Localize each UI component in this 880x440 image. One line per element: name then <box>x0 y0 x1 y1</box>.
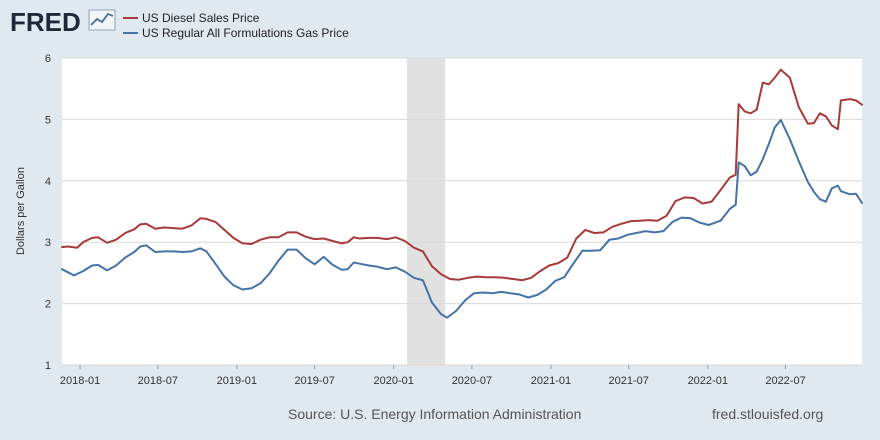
legend-item-gas[interactable]: US Regular All Formulations Gas Price <box>123 26 349 40</box>
x-tick-label: 2021-01 <box>531 375 571 387</box>
recession-shading <box>407 58 446 365</box>
series-line-gas[interactable] <box>61 119 863 319</box>
x-tick-label: 2019-07 <box>294 375 334 387</box>
y-axis-ticks: 1 2 3 4 5 6 <box>45 53 51 372</box>
recession-band-0 <box>407 58 446 365</box>
x-tick-label: 2022-01 <box>688 375 728 387</box>
x-tick-label: 2018-07 <box>138 375 178 387</box>
legend-item-diesel[interactable]: US Diesel Sales Price <box>123 11 260 25</box>
x-tick-label: 2020-07 <box>452 375 492 387</box>
fred-logo[interactable]: FRED <box>10 7 116 37</box>
fred-chart-icon <box>88 9 116 31</box>
x-axis-ticks: 2018-01 2018-07 2019-01 2019-07 2020-01 2020-… <box>60 365 806 387</box>
y-axis-title: Dollars per Gallon <box>15 167 27 255</box>
plot-area <box>62 58 862 365</box>
y-tick-label: 6 <box>45 53 51 65</box>
y-tick-label: 3 <box>45 237 51 249</box>
legend: US Diesel Sales Price US Regular All For… <box>123 11 349 40</box>
x-tick-label: 2018-01 <box>60 375 100 387</box>
source-note: Source: U.S. Energy Information Administ… <box>288 406 581 422</box>
x-tick-label: 2022-07 <box>765 375 805 387</box>
y-tick-label: 2 <box>45 299 51 311</box>
series-lines <box>61 68 863 319</box>
series-line-diesel[interactable] <box>61 68 863 282</box>
x-tick-label: 2019-01 <box>217 375 257 387</box>
y-tick-label: 4 <box>45 176 51 188</box>
x-tick-label: 2020-01 <box>373 375 413 387</box>
y-tick-label: 1 <box>45 360 51 372</box>
legend-label-gas: US Regular All Formulations Gas Price <box>142 26 349 40</box>
site-url[interactable]: fred.stlouisfed.org <box>712 406 823 422</box>
fred-logo-text: FRED <box>10 7 81 37</box>
legend-label-diesel: US Diesel Sales Price <box>142 11 260 25</box>
grid-lines <box>62 57 862 366</box>
x-tick-label: 2021-07 <box>609 375 649 387</box>
y-tick-label: 5 <box>45 114 51 126</box>
